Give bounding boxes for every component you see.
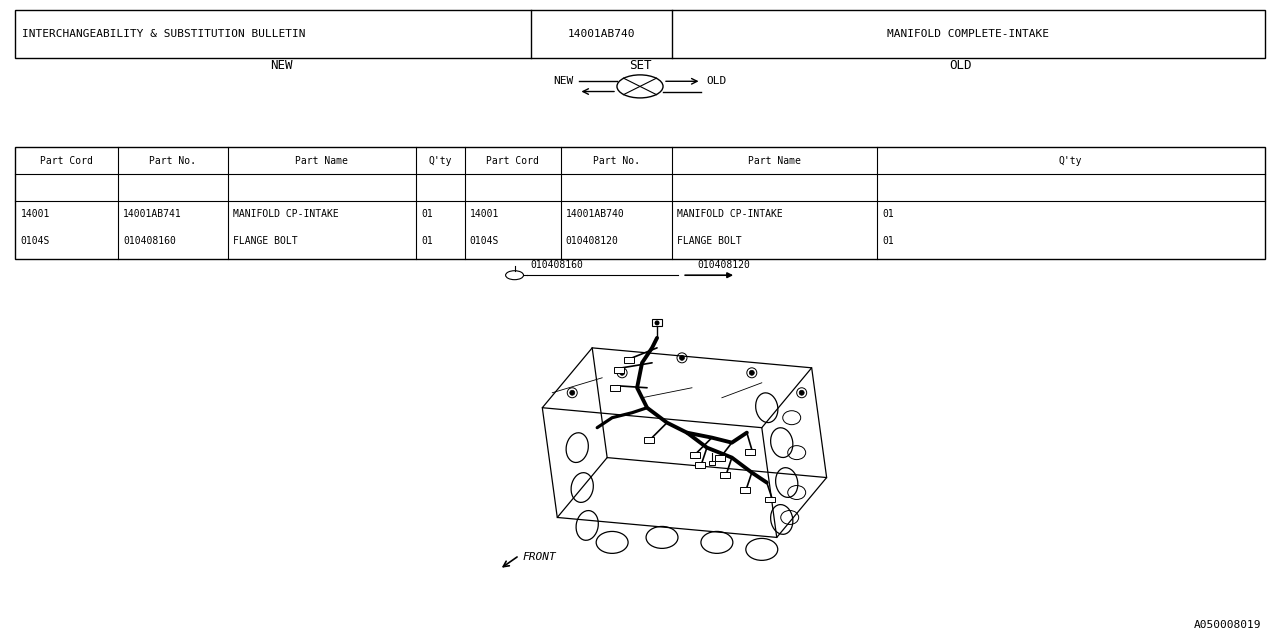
Bar (611, 385, 620, 391)
Text: 0104S: 0104S (20, 236, 50, 246)
Text: FLANGE BOLT: FLANGE BOLT (677, 236, 741, 246)
Bar (745, 449, 755, 454)
Circle shape (680, 355, 685, 360)
Text: INTERCHANGEABILITY & SUBSTITUTION BULLETIN: INTERCHANGEABILITY & SUBSTITUTION BULLET… (22, 29, 305, 38)
Text: Part Name: Part Name (748, 156, 801, 166)
Bar (764, 497, 774, 502)
Text: OLD: OLD (948, 59, 972, 72)
Text: Part Cord: Part Cord (40, 156, 93, 166)
Text: Part Name: Part Name (296, 156, 348, 166)
Text: Part No.: Part No. (593, 156, 640, 166)
Text: Part Cord: Part Cord (486, 156, 539, 166)
Bar (716, 454, 724, 461)
Text: 14001: 14001 (20, 209, 50, 220)
Text: 01: 01 (882, 236, 893, 246)
Text: FRONT: FRONT (522, 552, 556, 563)
Bar (719, 472, 730, 477)
Text: Q'ty: Q'ty (429, 156, 452, 166)
Text: 14001AB740: 14001AB740 (566, 209, 625, 220)
Text: Q'ty: Q'ty (1059, 156, 1083, 166)
Bar (15, 147, 1265, 259)
Text: 01: 01 (421, 209, 433, 220)
Text: 01: 01 (882, 209, 893, 220)
Bar (644, 436, 654, 443)
Text: MANIFOLD COMPLETE-INTAKE: MANIFOLD COMPLETE-INTAKE (887, 29, 1050, 38)
Text: 010408120: 010408120 (698, 260, 750, 270)
Text: 14001AB740: 14001AB740 (568, 29, 635, 38)
Text: 14001: 14001 (470, 209, 499, 220)
Circle shape (570, 390, 575, 396)
Text: FLANGE BOLT: FLANGE BOLT (233, 236, 297, 246)
Text: MANIFOLD CP-INTAKE: MANIFOLD CP-INTAKE (677, 209, 783, 220)
Circle shape (654, 321, 659, 325)
Text: 010408120: 010408120 (566, 236, 618, 246)
Circle shape (749, 371, 754, 375)
Bar (652, 319, 662, 326)
Text: SET: SET (628, 59, 652, 72)
Text: Part No.: Part No. (150, 156, 196, 166)
Text: A050008019: A050008019 (1193, 620, 1261, 630)
Text: 14001AB741: 14001AB741 (123, 209, 182, 220)
Bar (15, 10, 1265, 58)
Bar (709, 461, 716, 465)
Text: NEW: NEW (553, 76, 573, 86)
Bar (625, 357, 634, 363)
Text: 010408160: 010408160 (123, 236, 175, 246)
Bar (690, 452, 700, 458)
Text: OLD: OLD (707, 76, 727, 86)
Circle shape (799, 390, 804, 396)
Text: MANIFOLD CP-INTAKE: MANIFOLD CP-INTAKE (233, 209, 339, 220)
Bar (614, 367, 625, 372)
Text: 010408160: 010408160 (530, 260, 582, 270)
Text: NEW: NEW (270, 59, 293, 72)
Bar (740, 486, 750, 493)
Text: 0104S: 0104S (470, 236, 499, 246)
Text: 01: 01 (421, 236, 433, 246)
Bar (695, 461, 705, 468)
Circle shape (620, 371, 625, 375)
